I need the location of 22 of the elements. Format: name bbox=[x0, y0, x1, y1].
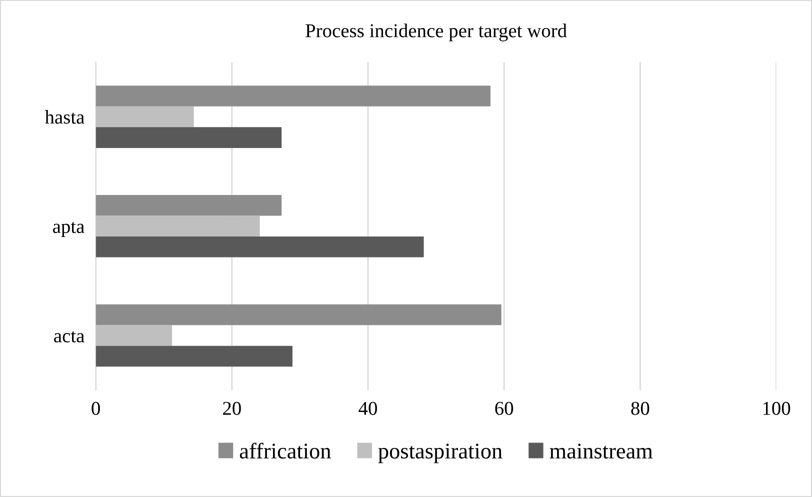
bar bbox=[96, 194, 282, 216]
bar bbox=[96, 216, 260, 237]
chart-title: Process incidence per target word bbox=[306, 24, 567, 42]
bar bbox=[96, 346, 292, 367]
legend-label: mainstream bbox=[550, 444, 653, 459]
legend-label: affrication bbox=[240, 442, 331, 459]
x-tick-label: 20 bbox=[223, 402, 241, 415]
bar bbox=[96, 86, 490, 106]
bar bbox=[96, 236, 424, 258]
bar bbox=[96, 304, 502, 326]
bar bbox=[96, 127, 282, 148]
y-tick-label: apta bbox=[53, 222, 84, 238]
x-tick-label: 0 bbox=[92, 402, 100, 415]
bar bbox=[96, 106, 194, 128]
bar bbox=[96, 325, 172, 346]
x-tick-label: 60 bbox=[495, 402, 514, 415]
x-tick-label: 80 bbox=[631, 402, 650, 415]
y-tick-label: acta bbox=[54, 331, 84, 342]
y-tick-label: hasta bbox=[44, 110, 84, 124]
x-tick-label: 40 bbox=[358, 402, 377, 415]
x-tick-label: 100 bbox=[763, 402, 790, 415]
legend-label: postaspiration bbox=[378, 444, 502, 464]
